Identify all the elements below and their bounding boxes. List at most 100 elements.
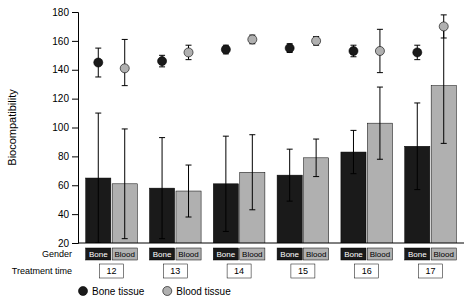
error-bar (223, 136, 229, 231)
y-tick-mark (72, 128, 78, 129)
category-label: 12 (106, 266, 116, 276)
legend-marker (163, 286, 172, 295)
gender-box (213, 248, 238, 260)
y-tick-label: 180 (52, 7, 69, 18)
y-tick-label: 160 (52, 36, 69, 47)
dot (413, 48, 422, 57)
gender-label: Bone (153, 250, 172, 259)
y-tick-mark (72, 214, 78, 215)
category-box (99, 264, 123, 278)
dot (285, 44, 294, 53)
plot: 20 40 60 80 100 120 140 160 180 Gender Treatment t… (12, 7, 464, 297)
category-label: 13 (170, 266, 180, 276)
y-axis-line (72, 13, 79, 244)
y-tick-mark (72, 12, 78, 13)
gender-box (304, 248, 329, 260)
category-box (419, 264, 443, 278)
dot (312, 36, 321, 45)
gender-label: Bone (408, 250, 427, 259)
dot (120, 64, 129, 73)
bar-series (86, 103, 430, 243)
gender-label: Blood (178, 250, 198, 259)
y-tick-label: 100 (52, 122, 69, 133)
y-tick-mark (72, 185, 78, 186)
category-box (163, 264, 187, 278)
row-label: Gender (42, 249, 72, 259)
y-tick: 120 (52, 93, 78, 104)
y-tick-mark (72, 70, 78, 71)
y-tick: 160 (52, 36, 78, 47)
error-bar (186, 165, 192, 217)
category-label: 16 (362, 266, 372, 276)
gender-label: Blood (433, 250, 453, 259)
dot (221, 45, 230, 54)
gender-box (405, 248, 430, 260)
error-bar (377, 87, 383, 159)
category-box (355, 264, 379, 278)
gender-label: Blood (306, 250, 326, 259)
y-tick-label: 120 (52, 93, 69, 104)
gender-label: Bone (89, 250, 108, 259)
dot-series (94, 44, 422, 77)
error-bar (122, 39, 128, 85)
gender-box (150, 248, 175, 260)
y-tick-label: 80 (58, 151, 70, 162)
dot (94, 58, 103, 67)
error-bar (122, 129, 128, 239)
error-bar (350, 130, 356, 173)
error-bar (159, 138, 165, 239)
dot (439, 22, 448, 31)
y-tick-mark (72, 243, 78, 244)
error-bar (414, 103, 420, 190)
legend-marker (78, 286, 87, 295)
gender-label: Bone (217, 250, 236, 259)
x-axis-line (78, 243, 464, 244)
y-tick-mark (72, 41, 78, 42)
row-label: Treatment time (12, 266, 72, 276)
gender-box (367, 248, 392, 260)
error-bar (249, 135, 255, 210)
y-tick: 180 (52, 7, 78, 18)
dot (375, 46, 384, 55)
y-tick: 60 (58, 180, 78, 191)
y-tick: 20 (58, 238, 78, 249)
y-tick-label: 40 (58, 209, 70, 220)
category-box (227, 264, 251, 278)
gender-box (86, 248, 111, 260)
gender-box (341, 248, 366, 260)
dot (248, 35, 257, 44)
error-bar (287, 149, 293, 201)
legend-item: Bone tissue (78, 286, 144, 297)
error-bar (441, 28, 447, 144)
dot (184, 48, 193, 57)
category-label: 14 (234, 266, 244, 276)
chart: 20 40 60 80 100 120 140 160 180 Gender Treatment t… (0, 0, 474, 303)
legend-label: Bone tissue (92, 286, 145, 297)
y-tick-mark (72, 99, 78, 100)
gender-box (112, 248, 137, 260)
error-bar (313, 139, 319, 177)
x-labels: Gender Treatment time Bone Bone Bone Bone Bone… (12, 248, 456, 278)
dot-series (120, 15, 448, 86)
bar-series (112, 28, 456, 243)
dot (349, 46, 358, 55)
dot (158, 57, 167, 66)
category-label: 17 (425, 266, 435, 276)
marks (86, 15, 457, 243)
legend: Bone tissue Blood tissue (78, 286, 231, 297)
y-axis-title: Biocompatibility (6, 89, 18, 166)
gender-label: Bone (280, 250, 299, 259)
y-tick-label: 140 (52, 64, 69, 75)
gender-label: Blood (114, 250, 134, 259)
legend-label: Blood tissue (176, 286, 231, 297)
y-tick: 140 (52, 64, 78, 75)
gender-label: Bone (344, 250, 363, 259)
gender-box (277, 248, 302, 260)
gender-box (431, 248, 456, 260)
gender-label: Blood (242, 250, 262, 259)
legend-item: Blood tissue (163, 286, 231, 297)
error-bar (95, 113, 101, 243)
gender-box (176, 248, 201, 260)
y-tick: 40 (58, 209, 78, 220)
category-box (291, 264, 315, 278)
